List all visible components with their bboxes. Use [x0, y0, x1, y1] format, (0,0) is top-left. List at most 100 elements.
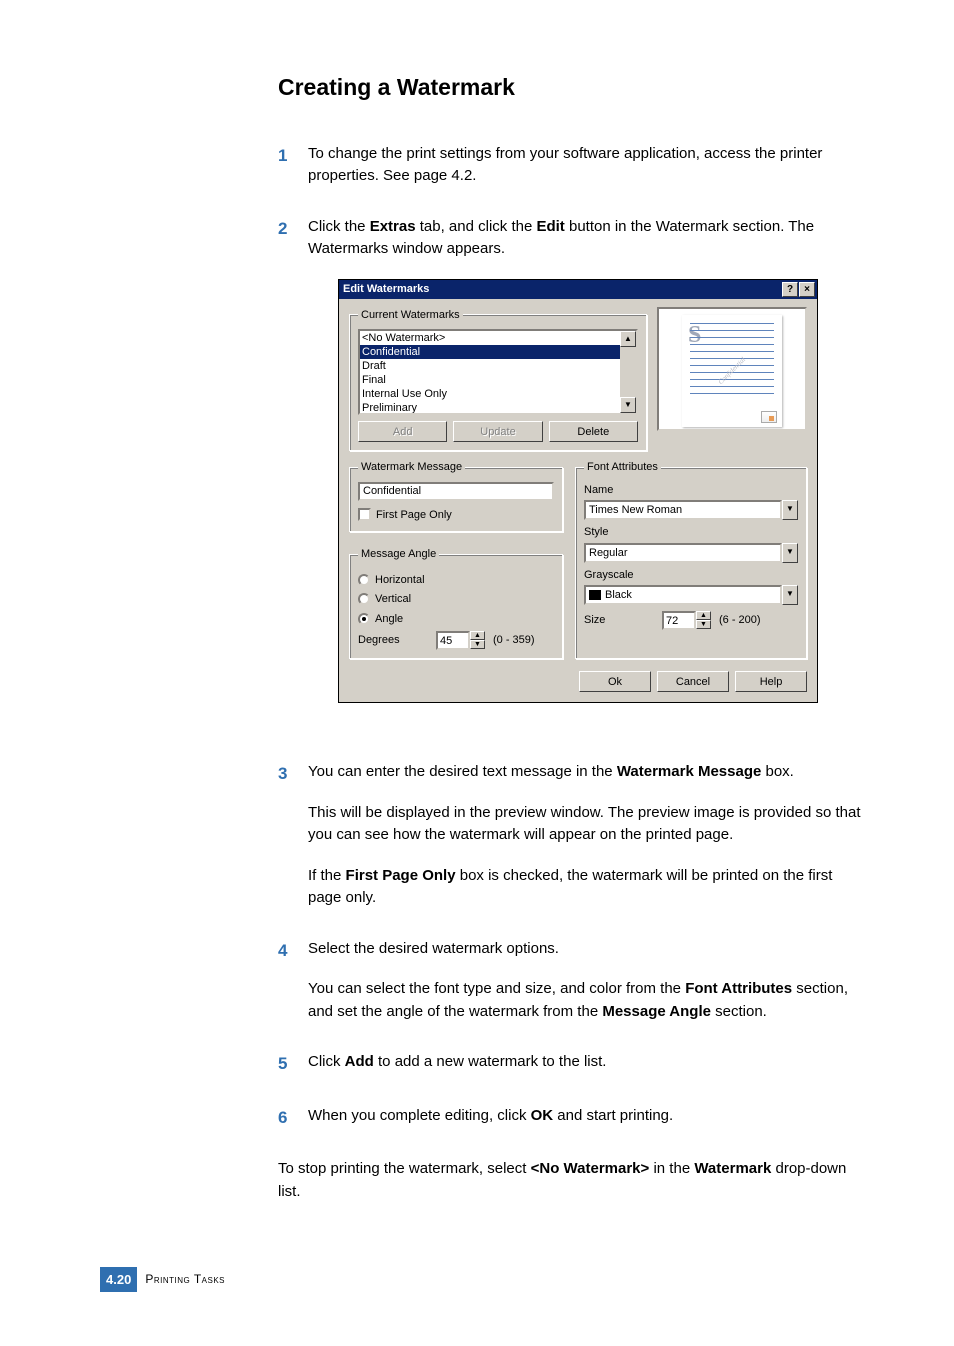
- message-angle-group: Message Angle Horizontal Vertical Angle …: [349, 546, 563, 659]
- bold-first-page-only: First Page Only: [346, 867, 456, 884]
- footer-label: Printing Tasks: [145, 1270, 225, 1288]
- radio-vertical-label: Vertical: [375, 591, 411, 608]
- chevron-down-icon[interactable]: ▼: [782, 585, 798, 605]
- list-item[interactable]: Internal Use Only: [360, 387, 620, 401]
- watermark-message-legend: Watermark Message: [358, 459, 465, 476]
- bold-ok: OK: [531, 1107, 554, 1124]
- watermark-listbox[interactable]: <No Watermark> Confidential Draft Final …: [358, 329, 638, 415]
- current-watermarks-group: Current Watermarks <No Watermark> Confid…: [349, 307, 647, 452]
- text: to add a new watermark to the list.: [374, 1053, 607, 1070]
- radio-horizontal[interactable]: [358, 574, 370, 586]
- spinner-up-icon[interactable]: ▲: [696, 611, 711, 620]
- bold-edit: Edit: [536, 218, 564, 235]
- update-button[interactable]: Update: [453, 421, 542, 442]
- degrees-spinner[interactable]: ▲▼: [436, 631, 485, 650]
- close-button[interactable]: ×: [799, 282, 815, 297]
- font-name-combo[interactable]: Times New Roman▼: [584, 500, 798, 520]
- page-footer: 4.20 Printing Tasks: [100, 1267, 225, 1293]
- radio-angle[interactable]: [358, 613, 370, 625]
- list-item[interactable]: Confidential: [360, 345, 620, 359]
- step-4: 4 Select the desired watermark options. …: [278, 938, 868, 1024]
- chevron-down-icon[interactable]: ▼: [782, 543, 798, 563]
- chapter-number: 4.: [106, 1272, 117, 1287]
- spinner-down-icon[interactable]: ▼: [470, 640, 485, 649]
- ok-button[interactable]: Ok: [579, 671, 651, 692]
- text: in the: [649, 1160, 694, 1177]
- step-text: You can enter the desired text message i…: [308, 761, 868, 784]
- font-style-combo[interactable]: Regular▼: [584, 543, 798, 563]
- spinner-down-icon[interactable]: ▼: [696, 620, 711, 629]
- watermark-message-input[interactable]: [358, 482, 554, 501]
- bold-watermark: Watermark: [694, 1160, 771, 1177]
- heading: Creating a Watermark: [278, 70, 868, 105]
- delete-button[interactable]: Delete: [549, 421, 638, 442]
- color-swatch-icon: [589, 590, 601, 600]
- step-1: 1 To change the print settings from your…: [278, 143, 868, 188]
- dialog-title: Edit Watermarks: [343, 281, 429, 298]
- size-spinner[interactable]: ▲▼: [662, 611, 711, 630]
- first-page-only-checkbox[interactable]: [358, 508, 371, 521]
- scroll-down-icon[interactable]: ▼: [620, 397, 636, 413]
- text: tab, and click the: [416, 218, 537, 235]
- step-6: 6 When you complete editing, click OK an…: [278, 1105, 868, 1131]
- message-angle-legend: Message Angle: [358, 546, 439, 563]
- step-text: Click the Extras tab, and click the Edit…: [308, 216, 868, 261]
- degrees-input[interactable]: [436, 631, 470, 650]
- closing-paragraph: To stop printing the watermark, select <…: [278, 1158, 868, 1203]
- font-attributes-legend: Font Attributes: [584, 459, 661, 476]
- radio-horizontal-label: Horizontal: [375, 572, 425, 589]
- step-number: 3: [278, 761, 308, 910]
- radio-vertical[interactable]: [358, 593, 370, 605]
- text: When you complete editing, click: [308, 1107, 531, 1124]
- current-watermarks-legend: Current Watermarks: [358, 307, 463, 324]
- add-button[interactable]: Add: [358, 421, 447, 442]
- step-text: This will be displayed in the preview wi…: [308, 802, 868, 847]
- degrees-label: Degrees: [358, 632, 428, 649]
- bold-extras: Extras: [370, 218, 416, 235]
- step-2: 2 Click the Extras tab, and click the Ed…: [278, 216, 868, 734]
- list-item[interactable]: <No Watermark>: [360, 331, 620, 345]
- step-3: 3 You can enter the desired text message…: [278, 761, 868, 910]
- list-item[interactable]: Preliminary: [360, 401, 620, 415]
- grayscale-label: Grayscale: [584, 567, 798, 584]
- step-number: 6: [278, 1105, 308, 1131]
- cancel-button[interactable]: Cancel: [657, 671, 729, 692]
- step-number: 2: [278, 216, 308, 734]
- step-text: You can select the font type and size, a…: [308, 978, 868, 1023]
- step-text: Click Add to add a new watermark to the …: [308, 1051, 868, 1074]
- preview-lines: [690, 323, 774, 399]
- step-text: If the First Page Only box is checked, t…: [308, 865, 868, 910]
- first-page-only-label: First Page Only: [376, 507, 452, 524]
- text: You can select the font type and size, a…: [308, 980, 685, 997]
- step-number: 4: [278, 938, 308, 1024]
- text: Click: [308, 1053, 345, 1070]
- step-text: When you complete editing, click OK and …: [308, 1105, 868, 1128]
- text: section.: [711, 1003, 767, 1020]
- font-name-value: Times New Roman: [584, 500, 782, 520]
- step-number: 1: [278, 143, 308, 188]
- spinner-up-icon[interactable]: ▲: [470, 631, 485, 640]
- font-attributes-group: Font Attributes Name Times New Roman▼ St…: [575, 459, 807, 659]
- list-item[interactable]: Draft: [360, 359, 620, 373]
- preview-page: S Confidential: [682, 315, 782, 427]
- chevron-down-icon[interactable]: ▼: [782, 500, 798, 520]
- font-style-value: Regular: [584, 543, 782, 563]
- list-item[interactable]: Final: [360, 373, 620, 387]
- bold-no-watermark: <No Watermark>: [531, 1160, 650, 1177]
- size-range: (6 - 200): [719, 612, 761, 629]
- size-input[interactable]: [662, 611, 696, 630]
- grayscale-combo[interactable]: Black ▼: [584, 585, 798, 605]
- scrollbar[interactable]: ▲ ▼: [620, 331, 636, 413]
- text: You can enter the desired text message i…: [308, 763, 617, 780]
- text: and start printing.: [553, 1107, 673, 1124]
- size-label: Size: [584, 612, 654, 629]
- step-5: 5 Click Add to add a new watermark to th…: [278, 1051, 868, 1077]
- help-button[interactable]: ?: [782, 282, 798, 297]
- bold-watermark-message: Watermark Message: [617, 763, 762, 780]
- step-number: 5: [278, 1051, 308, 1077]
- scroll-up-icon[interactable]: ▲: [620, 331, 636, 347]
- grayscale-value: Black: [605, 587, 632, 603]
- step-text: Select the desired watermark options.: [308, 938, 868, 961]
- help-button[interactable]: Help: [735, 671, 807, 692]
- text: Click the: [308, 218, 370, 235]
